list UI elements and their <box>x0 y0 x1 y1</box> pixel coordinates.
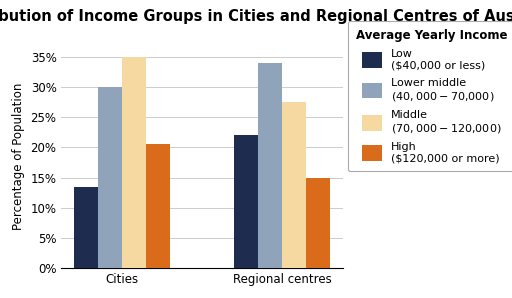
Bar <box>146 144 170 268</box>
Y-axis label: Percentage of Population: Percentage of Population <box>12 83 25 230</box>
Text: Distribution of Income Groups in Cities and Regional Centres of Australia: Distribution of Income Groups in Cities … <box>0 9 512 24</box>
Legend: Low
($40,000 or less), Lower middle
($40,000-$70,000), Middle
($70,000-$120,000): Low ($40,000 or less), Lower middle ($40… <box>348 21 512 171</box>
Bar <box>258 63 282 268</box>
Bar <box>234 135 258 268</box>
Bar <box>122 57 146 268</box>
Bar <box>306 178 330 268</box>
Bar <box>74 187 98 268</box>
Bar <box>98 87 122 268</box>
Bar <box>282 102 306 268</box>
